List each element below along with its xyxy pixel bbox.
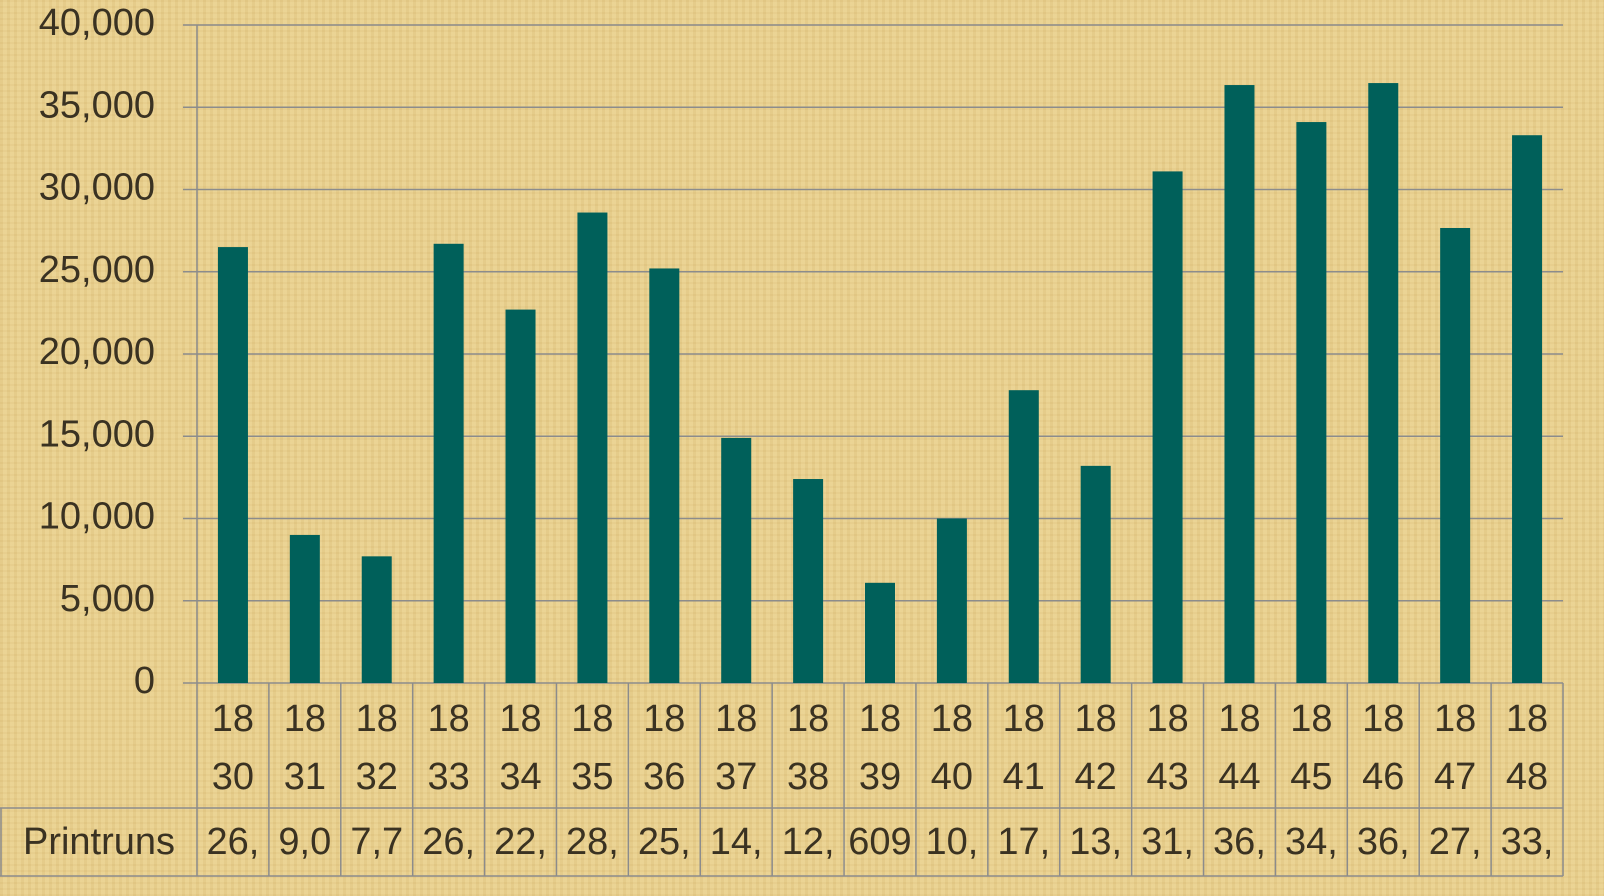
x-tick-label: 1846: [1362, 698, 1405, 798]
x-tick-label: 1839: [858, 698, 902, 798]
data-label: 17,: [997, 821, 1051, 863]
data-label: 9,0: [278, 821, 332, 863]
x-tick-label: 1835: [571, 698, 614, 798]
data-label: 12,: [781, 821, 835, 863]
data-label: 22,: [494, 821, 547, 863]
data-label: 33,: [1500, 821, 1554, 863]
y-tick-label: 20,000: [39, 331, 155, 373]
y-tick-label: 5,000: [60, 578, 155, 620]
bar: [721, 437, 752, 683]
bar: [865, 582, 895, 683]
y-tick-label: 30,000: [39, 167, 155, 209]
data-label: 7,7: [350, 821, 404, 863]
bar: [1368, 83, 1399, 684]
x-tick-label: 1830: [211, 698, 255, 798]
bar: [1224, 85, 1255, 684]
y-tick-label: 40,000: [39, 2, 155, 44]
data-label: 10,: [925, 821, 979, 863]
bar: [1080, 465, 1111, 683]
bar: [936, 518, 967, 683]
x-tick-label: 1843: [1146, 698, 1189, 798]
x-tick-label: 1845: [1290, 698, 1333, 798]
bar: [793, 479, 824, 683]
bar: [433, 243, 464, 683]
data-label: 14,: [709, 821, 763, 863]
bar: [1008, 390, 1039, 683]
data-label: 25,: [637, 821, 691, 863]
data-label: 26,: [206, 821, 260, 863]
data-label: 26,: [422, 821, 476, 863]
data-label: 31,: [1141, 821, 1194, 863]
bar: [649, 268, 680, 683]
x-tick-label: 1838: [786, 698, 830, 798]
bar: [1512, 135, 1543, 684]
bar: [1152, 171, 1183, 683]
data-label: 36,: [1213, 821, 1266, 863]
row-label: Printruns: [22, 821, 176, 863]
data-label: 13,: [1069, 821, 1123, 863]
x-tick-label: 1842: [1074, 698, 1117, 798]
bar: [361, 556, 392, 683]
x-tick-label: 1847: [1434, 698, 1477, 798]
x-tick-label: 1831: [283, 698, 326, 798]
y-tick-label: 35,000: [39, 84, 155, 126]
x-tick-label: 1844: [1218, 698, 1261, 798]
x-tick-label: 1836: [643, 698, 686, 798]
data-label: 36,: [1356, 821, 1410, 863]
x-tick-label: 1834: [499, 698, 542, 798]
x-tick-label: 1837: [715, 698, 758, 798]
data-label: 27,: [1428, 821, 1482, 863]
x-tick-label: 1848: [1505, 698, 1549, 798]
bar: [1440, 227, 1471, 684]
y-tick-label: 25,000: [39, 249, 155, 291]
data-label: 28,: [566, 821, 619, 863]
y-tick-label: 10,000: [39, 496, 155, 538]
x-tick-label: 1832: [355, 698, 398, 798]
y-tick-label: 0: [134, 660, 155, 702]
bar: [505, 309, 536, 683]
bar: [577, 212, 608, 683]
bar: [1296, 122, 1327, 684]
x-tick-label: 1833: [427, 698, 470, 798]
y-tick-label: 15,000: [39, 413, 155, 455]
data-label: 609: [848, 821, 912, 863]
data-label: 34,: [1284, 821, 1338, 863]
x-tick-label: 1841: [1002, 698, 1045, 798]
x-tick-label: 1840: [930, 698, 974, 798]
bar: [217, 247, 248, 683]
bar: [289, 534, 320, 683]
